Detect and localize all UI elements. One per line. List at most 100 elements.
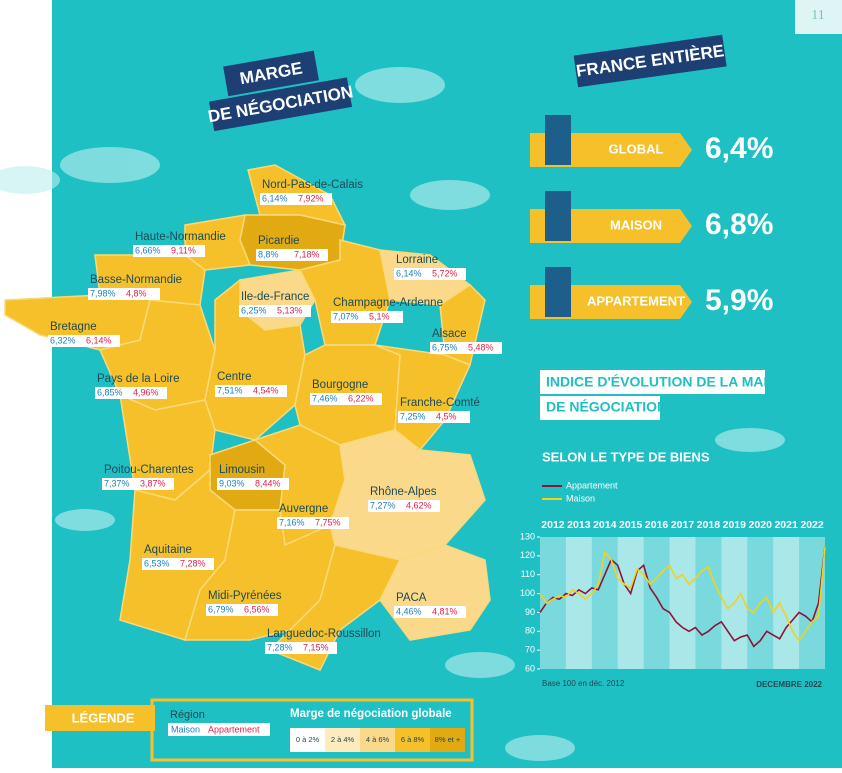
region-maison: 7,25% xyxy=(400,411,426,421)
region-value-box xyxy=(133,245,205,257)
row-value: 5,9% xyxy=(705,284,773,317)
region-name: Haute-Normandie xyxy=(135,231,226,243)
region-appartement: 9,11% xyxy=(171,245,196,255)
y-tick-label: 70 xyxy=(525,645,535,655)
region-name: Ile-de-France xyxy=(241,291,309,303)
x-tick-label: 2014 xyxy=(593,519,617,531)
region-value-box xyxy=(48,335,120,347)
page-number: 11 xyxy=(811,8,824,23)
banner xyxy=(573,34,727,88)
region-maison: 6,32% xyxy=(50,335,76,345)
bucket-swatch xyxy=(395,728,430,752)
region-maison: 6,85% xyxy=(97,387,123,397)
region-maison: 7,27% xyxy=(370,500,396,510)
x-tick-label: 2022 xyxy=(800,519,824,531)
region-value-box xyxy=(206,604,278,616)
region-maison: 4,46% xyxy=(396,606,422,616)
region-appartement: 7,92% xyxy=(298,193,324,203)
region-name: Rhône-Alpes xyxy=(370,486,437,498)
bucket-label: 0 à 2% xyxy=(296,735,320,744)
chart-title-bg xyxy=(540,370,765,394)
region-appartement: 4,54% xyxy=(253,385,279,395)
region-maison: 6,53% xyxy=(144,558,170,568)
region-value-box xyxy=(217,478,289,490)
region-value-box xyxy=(95,387,167,399)
chart-date: DECEMBRE 2022 xyxy=(756,680,822,689)
row-label: APPARTEMENT xyxy=(587,293,685,308)
region-maison: 6,66% xyxy=(135,245,161,255)
banner xyxy=(223,50,319,97)
year-band xyxy=(565,537,592,669)
x-tick-label: 2015 xyxy=(619,519,643,531)
region-value-box xyxy=(331,311,403,323)
region-maison: 7,07% xyxy=(333,311,359,321)
region-appartement: 6,14% xyxy=(86,335,112,345)
chart-title-2: DE NÉGOCIATION xyxy=(546,399,667,415)
year-band xyxy=(617,537,644,669)
region-name: Aquitaine xyxy=(144,544,192,556)
map: Nord-Pas-de-Calais 6,14% 7,92% Picardie 8,8%… xyxy=(4,164,502,671)
building-icon xyxy=(545,191,571,241)
region-maison: 9,03% xyxy=(219,478,245,488)
region-name: Bretagne xyxy=(50,321,97,333)
region-appartement: 4,8% xyxy=(126,288,147,298)
legend-frame xyxy=(150,698,474,762)
region-name: Auvergne xyxy=(279,503,328,515)
bucket-swatch xyxy=(290,728,325,752)
region-appartement: 4,81% xyxy=(432,606,458,616)
x-tick-label: 2013 xyxy=(567,519,591,531)
region-maison: 7,51% xyxy=(217,385,243,395)
france-rows: GLOBAL 6,4% MAISON 6,8% APPARTEMENT 5,9% xyxy=(530,115,773,319)
bucket-label: 4 à 6% xyxy=(366,735,390,744)
y-tick-label: 100 xyxy=(520,588,535,598)
region-maison: 6,25% xyxy=(241,305,267,315)
region-appartement: 7,18% xyxy=(294,249,320,259)
region-appartement: 5,48% xyxy=(468,342,494,352)
region-value-box xyxy=(88,288,160,300)
region-name: Nord-Pas-de-Calais xyxy=(262,179,363,191)
legend-label: Maison xyxy=(566,493,595,503)
region-appartement: 7,28% xyxy=(180,558,206,568)
legend-title: LÉGENDE xyxy=(72,710,135,725)
legend-value-box xyxy=(168,723,270,736)
bucket-swatch xyxy=(430,728,465,752)
x-tick-label: 2016 xyxy=(645,519,669,531)
region-maison: 8,8% xyxy=(258,249,279,259)
region-appartement: 5,13% xyxy=(277,305,303,315)
row-value: 6,8% xyxy=(705,208,773,241)
region-value-box xyxy=(239,305,311,317)
region-value-box xyxy=(102,478,174,490)
region-appartement: 5,1% xyxy=(369,311,390,321)
y-tick-label: 120 xyxy=(520,550,535,560)
bucket-label: 2 à 4% xyxy=(331,735,355,744)
row-value: 6,4% xyxy=(705,132,773,165)
region-shape xyxy=(374,344,472,452)
clouds xyxy=(0,67,785,761)
line-chart: 2012 2013 2014 2015 2016 2017 2018 2019 2020 2021… xyxy=(520,480,826,673)
region-name: Picardie xyxy=(258,235,300,247)
legend-scale-title: Marge de négociation globale xyxy=(290,708,452,720)
region-value-box xyxy=(265,642,337,654)
region-value-box xyxy=(398,411,470,423)
region-value-box xyxy=(256,249,328,261)
region-appartement: 3,87% xyxy=(140,478,166,488)
region-name: Poitou-Charentes xyxy=(104,464,194,476)
region-appartement: 7,15% xyxy=(303,642,329,652)
region-value-box xyxy=(277,517,349,529)
bucket-swatch xyxy=(325,728,360,752)
region-appartement: 7,75% xyxy=(315,517,341,527)
y-tick-label: 130 xyxy=(520,531,535,541)
region-value-box xyxy=(215,385,287,397)
legend-buckets: 0 à 2% 2 à 4% 4 à 6% 6 à 8% 8% et + xyxy=(290,728,465,752)
y-tick-label: 90 xyxy=(525,607,535,617)
banner xyxy=(209,77,353,132)
x-tick-label: 2019 xyxy=(723,519,747,531)
region-name: Franche-Comté xyxy=(400,397,480,409)
region-maison: 7,28% xyxy=(267,642,293,652)
region-appartement: 5,72% xyxy=(432,268,458,278)
region-name: Languedoc-Roussillon xyxy=(267,628,381,640)
region-maison: 7,16% xyxy=(279,517,305,527)
legend-tag xyxy=(45,705,155,731)
x-tick-label: 2017 xyxy=(671,519,695,531)
